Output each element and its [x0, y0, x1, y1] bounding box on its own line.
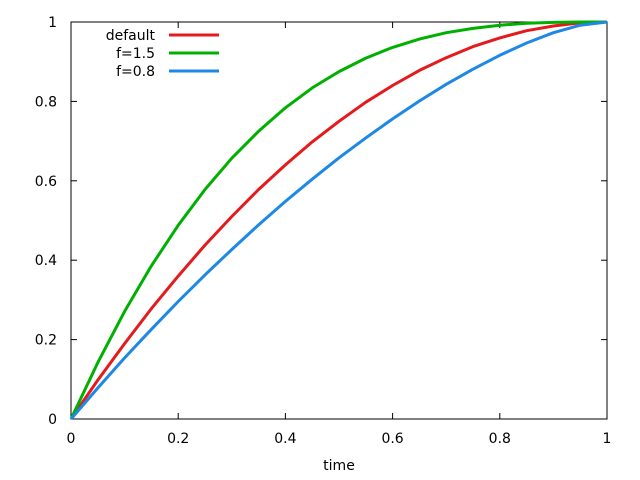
- y-tick-label: 1: [48, 15, 57, 31]
- x-axis-title: time: [323, 458, 355, 474]
- y-tick-label: 0: [48, 412, 57, 428]
- series-line-2: [69, 20, 608, 420]
- x-tick-label: 0.2: [167, 431, 189, 447]
- series-lines: [69, 20, 608, 420]
- series-line-1: [69, 20, 607, 420]
- plot-frame: [70, 21, 608, 420]
- x-tick-label: 0.8: [489, 431, 511, 447]
- y-tick-label: 0.4: [35, 253, 57, 269]
- x-tick-label: 0: [67, 431, 76, 447]
- x-tick-label: 1: [603, 431, 612, 447]
- legend: default f=1.5 f=0.8: [106, 28, 219, 80]
- legend-label: f=1.5: [116, 46, 155, 62]
- legend-label: default: [106, 28, 156, 44]
- y-tick-label: 0.2: [35, 333, 57, 349]
- x-tick-label: 0.6: [381, 431, 403, 447]
- axes: 0 0.2 0.4 0.6 0.8 1 0 0.2 0.4 0.6 0.8 1: [35, 15, 612, 447]
- legend-label: f=0.8: [116, 64, 155, 80]
- y-tick-label: 0.8: [35, 94, 57, 110]
- y-tick-label: 0.6: [35, 174, 57, 190]
- x-tick-label: 0.4: [274, 431, 296, 447]
- series-line-0: [69, 20, 608, 420]
